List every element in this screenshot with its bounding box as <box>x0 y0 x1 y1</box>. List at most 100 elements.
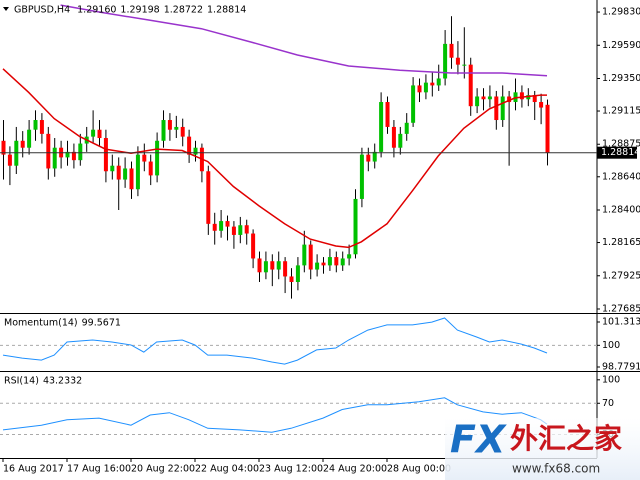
ohlc-label: 1.28814 <box>207 5 246 16</box>
candle-body <box>295 265 300 282</box>
candle-body <box>129 168 134 190</box>
y-tick-label: 1.28400 <box>602 205 640 216</box>
current-price-label: 1.28814 <box>601 147 640 158</box>
ohlc-label: 1.29198 <box>120 5 159 16</box>
candle-body <box>251 233 256 259</box>
candle-body <box>481 96 486 100</box>
candle-body <box>327 257 332 266</box>
candle-body <box>334 257 339 266</box>
line <box>2 397 548 433</box>
candle-body <box>519 92 524 100</box>
candle-body <box>187 136 192 155</box>
candle-body <box>110 165 115 172</box>
candle-body <box>135 154 140 190</box>
candle-body <box>123 168 128 180</box>
candle-body <box>507 96 512 103</box>
candle-body <box>468 64 473 107</box>
candle-body <box>276 261 281 270</box>
candle-body <box>289 276 294 282</box>
candle-body <box>545 104 550 153</box>
watermark-url: www.fx68.com <box>512 462 600 476</box>
candle-body <box>1 140 6 155</box>
watermark-brand-latin: FX <box>450 418 507 462</box>
indicator-value: 99.5671 <box>82 318 121 329</box>
y-tick-label: 1.29590 <box>602 40 640 51</box>
candle-body <box>436 78 441 86</box>
indicator-title: Momentum(14) <box>4 318 78 329</box>
y-tick-label: 1.28875 <box>602 139 640 150</box>
watermark-brand-cn: 外汇之家 <box>510 422 622 455</box>
candle-body <box>372 151 377 162</box>
candle-body <box>78 143 83 161</box>
candle-body <box>7 154 12 166</box>
candle-body <box>315 262 320 270</box>
candle-body <box>500 96 505 121</box>
candle-body <box>398 133 403 148</box>
candle-body <box>257 258 262 273</box>
candle-body <box>46 133 51 169</box>
x-tick-label: 16 Aug 2017 <box>3 464 64 475</box>
y-tick-label: 1.27925 <box>602 270 640 281</box>
candle-body <box>270 261 275 270</box>
y-tick-label: 100 <box>602 374 620 385</box>
candle-body <box>212 223 217 231</box>
indicator-title: RSI(14) <box>4 376 39 387</box>
candle-body <box>71 151 76 161</box>
candle-body <box>52 147 57 169</box>
y-tick-label: 1.28165 <box>602 237 640 248</box>
candle-body <box>167 120 172 130</box>
candle-body <box>116 165 121 180</box>
x-tick-label: 17 Aug 16:00 <box>67 464 131 475</box>
candle-body <box>539 102 544 108</box>
y-tick-label: 1.29115 <box>602 106 640 117</box>
candle-body <box>411 85 416 123</box>
x-tick-label: 20 Aug 22:00 <box>131 464 195 475</box>
candle-body <box>347 254 352 259</box>
candle-body <box>193 147 198 155</box>
candle-body <box>475 96 480 107</box>
candle-body <box>353 198 358 255</box>
candle-body <box>20 140 25 148</box>
y-tick-label: 98.7791 <box>602 361 640 372</box>
y-tick-label: 1.28640 <box>602 171 640 182</box>
candle-body <box>244 225 249 234</box>
candle-body <box>308 244 313 270</box>
y-tick-label: 100 <box>602 340 620 351</box>
candle-body <box>27 129 32 148</box>
watermark: FX 外汇之家 www.fx68.com <box>445 418 640 480</box>
candle-body <box>359 154 364 199</box>
candle-body <box>238 225 243 235</box>
candle-body <box>231 226 236 235</box>
candle-body <box>91 129 96 137</box>
indicator-value: 43.2332 <box>43 376 82 387</box>
line <box>2 68 547 249</box>
watermark-bg <box>445 418 640 480</box>
candle-body <box>263 261 268 273</box>
candle-body <box>321 262 326 266</box>
current-price-box <box>597 146 637 159</box>
candle-body <box>366 154 371 162</box>
candle-body <box>391 126 396 148</box>
candle-body <box>404 122 409 134</box>
x-tick-label: 24 Aug 20:00 <box>323 464 387 475</box>
y-tick-label: 101.3138 <box>602 316 640 327</box>
candle-body <box>39 120 44 134</box>
candle-body <box>225 221 230 227</box>
ohlc-label: 1.28722 <box>164 5 203 16</box>
ohlc-label: 1.29160 <box>77 5 116 16</box>
candle-body <box>494 96 499 121</box>
candle-body <box>443 43 448 79</box>
x-tick-label: 28 Aug 00:00 <box>387 464 451 475</box>
candle-body <box>97 129 102 139</box>
candle-body <box>430 82 435 86</box>
x-tick-label: 23 Aug 12:00 <box>259 464 323 475</box>
symbol: GBPUSD,H4 <box>14 5 70 16</box>
candle-body <box>206 171 211 224</box>
candle-body <box>14 140 19 166</box>
line <box>60 4 548 77</box>
candle-body <box>180 126 185 137</box>
y-tick-label: 1.27685 <box>602 303 640 314</box>
candle-body <box>449 43 454 58</box>
